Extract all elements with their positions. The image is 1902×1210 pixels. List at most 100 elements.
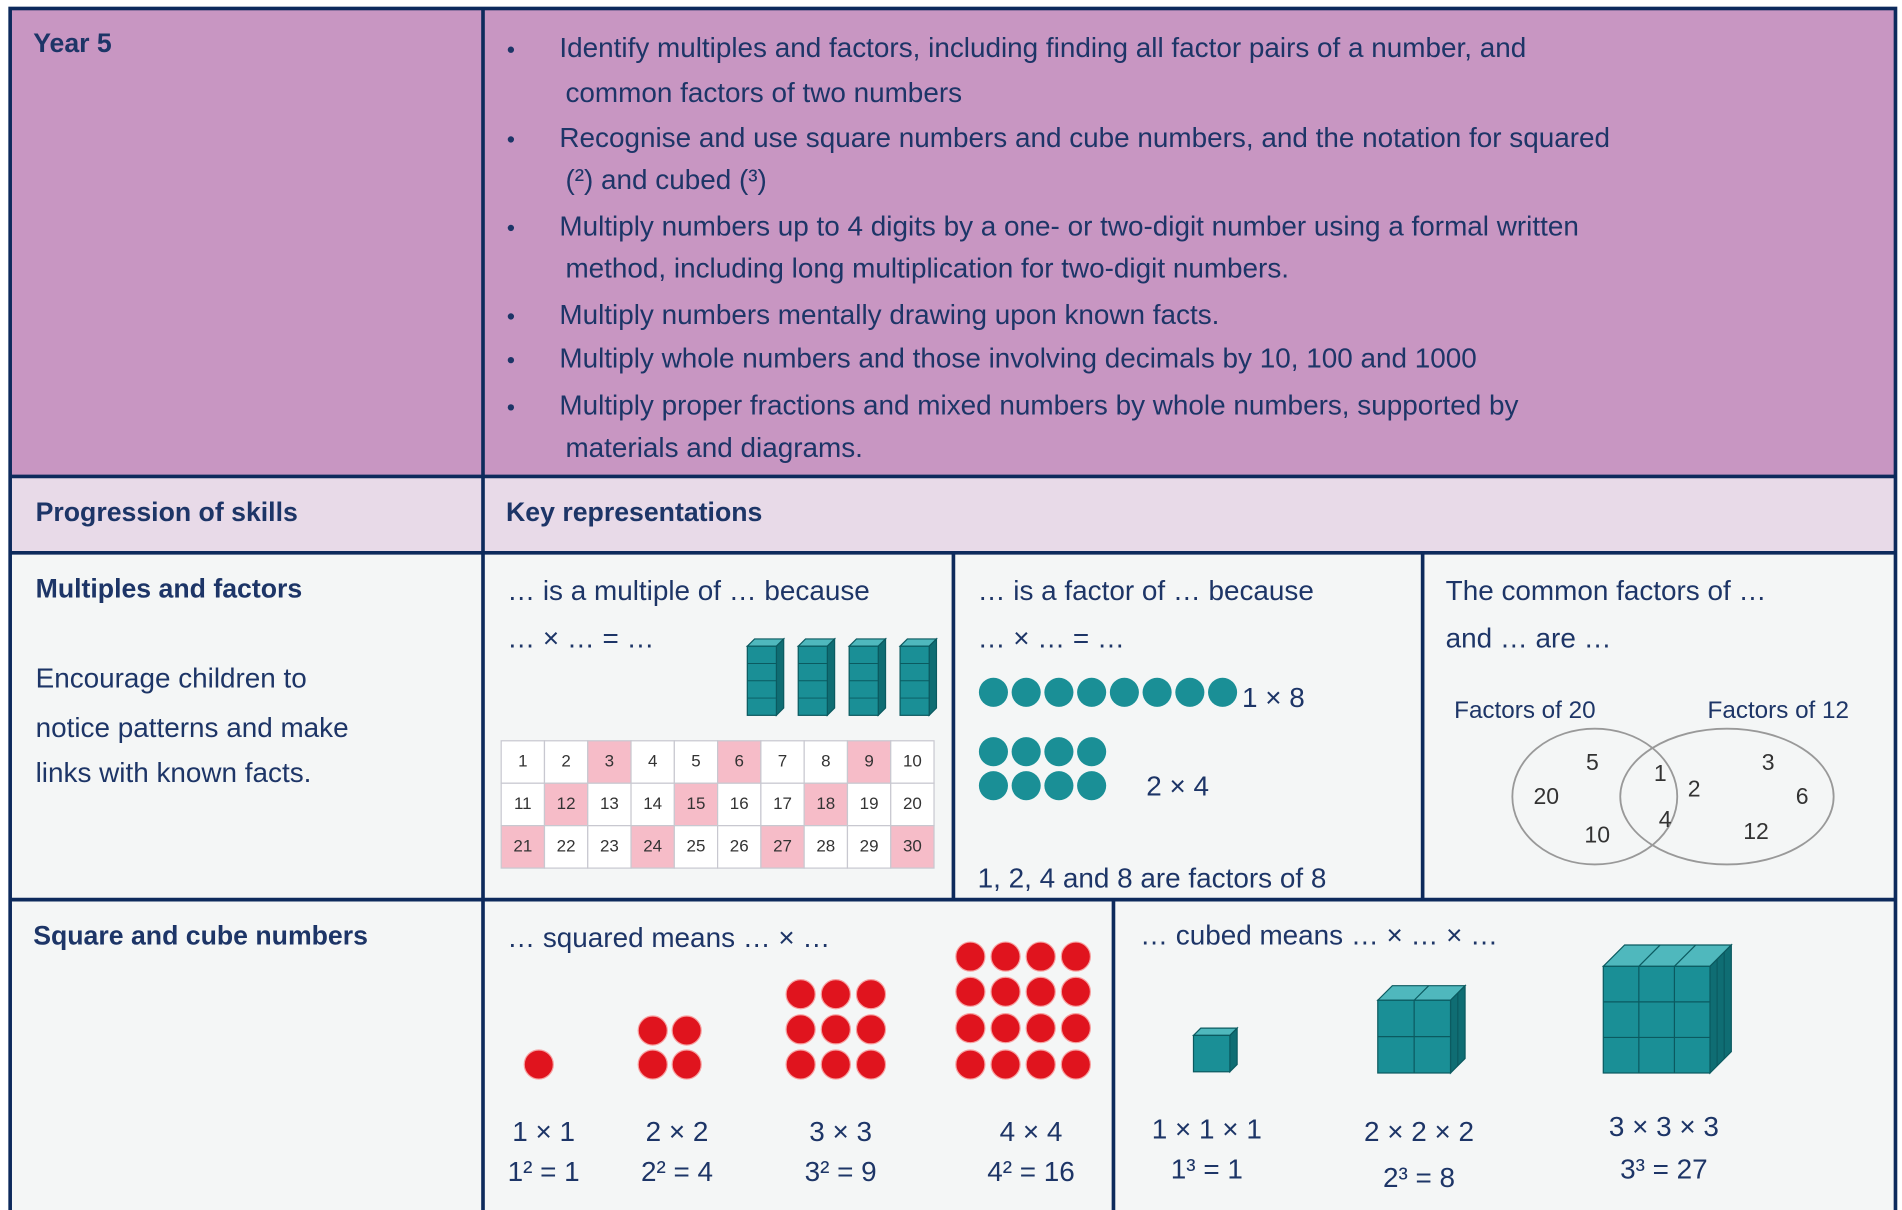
grid-number: 7 — [778, 751, 787, 770]
counter — [1077, 771, 1107, 801]
counter — [1011, 771, 1041, 801]
grid-number: 19 — [860, 794, 879, 813]
red-counter — [1060, 1049, 1092, 1080]
cube-front — [1602, 965, 1711, 1074]
grid-number: 15 — [687, 794, 706, 813]
grid-cell — [673, 740, 719, 784]
red-counter — [1025, 1012, 1056, 1044]
counter — [1142, 677, 1172, 707]
objective-text: method, including long multiplication fo… — [565, 253, 1289, 284]
grid-number: 2 — [561, 751, 570, 770]
square-result: 3² = 9 — [805, 1156, 877, 1187]
grid-number: 28 — [816, 836, 835, 855]
cube-result: 2³ = 8 — [1383, 1162, 1455, 1193]
red-counter — [1025, 976, 1056, 1007]
array-label: 1 × 8 — [1242, 682, 1305, 713]
red-counter — [855, 1049, 887, 1080]
counter — [1044, 737, 1074, 767]
cube-calc: 3 × 3 × 3 — [1609, 1111, 1719, 1142]
red-counter — [637, 1049, 668, 1080]
red-counter — [820, 1049, 851, 1080]
grid-number: 9 — [864, 751, 873, 770]
grid-cell — [760, 825, 805, 869]
bullet — [507, 313, 515, 320]
objective-text: Multiply proper fractions and mixed numb… — [559, 390, 1518, 421]
grid-number: 14 — [643, 794, 662, 813]
square-calc: 2 × 2 — [646, 1116, 709, 1147]
grid-cell — [846, 740, 892, 784]
venn-number: 20 — [1533, 783, 1559, 809]
column-header: Key representations — [506, 497, 762, 527]
grid-number: 13 — [600, 794, 619, 813]
red-counter — [955, 976, 986, 1007]
prompt-text: … × … = … — [978, 623, 1125, 654]
grid-number: 27 — [773, 836, 792, 855]
bullet — [507, 404, 515, 411]
grid-cell — [500, 782, 546, 827]
venn-number: 3 — [1762, 749, 1775, 775]
grid-number: 22 — [557, 836, 576, 855]
year-label: Year 5 — [33, 28, 112, 58]
grid-cell — [673, 782, 719, 827]
cube-top — [1601, 944, 1733, 967]
objective-text: materials and diagrams. — [565, 432, 862, 463]
cube-result: 1³ = 1 — [1171, 1154, 1243, 1185]
row-title: Square and cube numbers — [33, 920, 368, 950]
tower-side — [826, 637, 836, 717]
bullet — [507, 46, 515, 53]
column-header-row — [10, 476, 1896, 553]
counter — [1044, 771, 1074, 801]
cube-seam — [1673, 944, 1697, 967]
square-calc: 1 × 1 — [512, 1116, 575, 1147]
grid-cell — [673, 825, 719, 869]
red-counter — [990, 1049, 1021, 1080]
header-row — [10, 8, 1896, 477]
prompt-text: … is a multiple of … because — [507, 575, 870, 606]
red-counter — [855, 979, 887, 1010]
counter — [978, 771, 1008, 801]
square-result: 1² = 1 — [508, 1156, 580, 1187]
red-counter — [671, 1049, 702, 1080]
note-text: notice patterns and make — [36, 712, 349, 743]
table-borders — [8, 6, 1898, 1210]
grid-number: 17 — [773, 794, 792, 813]
grid-number: 25 — [687, 836, 706, 855]
grid-cell — [630, 825, 675, 869]
objective-text: (²) and cubed (³) — [565, 164, 766, 195]
grid-number: 24 — [643, 836, 662, 855]
venn-number: 2 — [1688, 776, 1701, 802]
cube-calc: 1 × 1 × 1 — [1152, 1114, 1262, 1145]
grid-number: 18 — [816, 794, 835, 813]
grid-cell — [500, 825, 546, 869]
grid-number: 30 — [903, 836, 922, 855]
cube-prompt: … cubed means … × … × … — [1140, 920, 1498, 951]
grid-number: 4 — [648, 751, 657, 770]
counter — [1109, 677, 1139, 707]
red-counter — [523, 1049, 554, 1080]
grid-number: 3 — [605, 751, 614, 770]
cube-seam — [1413, 985, 1430, 1001]
prompt-text: … × … = … — [507, 623, 654, 654]
grid-number: 21 — [513, 836, 532, 855]
grid-number: 1 — [518, 751, 527, 770]
grid-cell — [717, 782, 762, 827]
square-result: 2² = 4 — [641, 1156, 713, 1187]
red-counter — [671, 1015, 702, 1046]
objective-text: Recognise and use square numbers and cub… — [559, 122, 1610, 153]
grid-cell — [717, 825, 762, 869]
tower-side — [928, 637, 938, 717]
grid-number: 16 — [730, 794, 749, 813]
square-calc: 3 × 3 — [809, 1116, 872, 1147]
red-counter — [855, 1014, 887, 1045]
venn-number: 5 — [1586, 749, 1599, 775]
venn-label: Factors of 12 — [1708, 697, 1849, 724]
red-counter — [820, 1014, 851, 1045]
counter — [1077, 677, 1107, 707]
red-counter — [1060, 941, 1092, 972]
counter — [978, 737, 1008, 767]
counter — [1175, 677, 1205, 707]
row-title: Multiples and factors — [36, 573, 303, 603]
cube-calc: 2 × 2 × 2 — [1364, 1116, 1474, 1147]
red-counter — [990, 1012, 1021, 1044]
